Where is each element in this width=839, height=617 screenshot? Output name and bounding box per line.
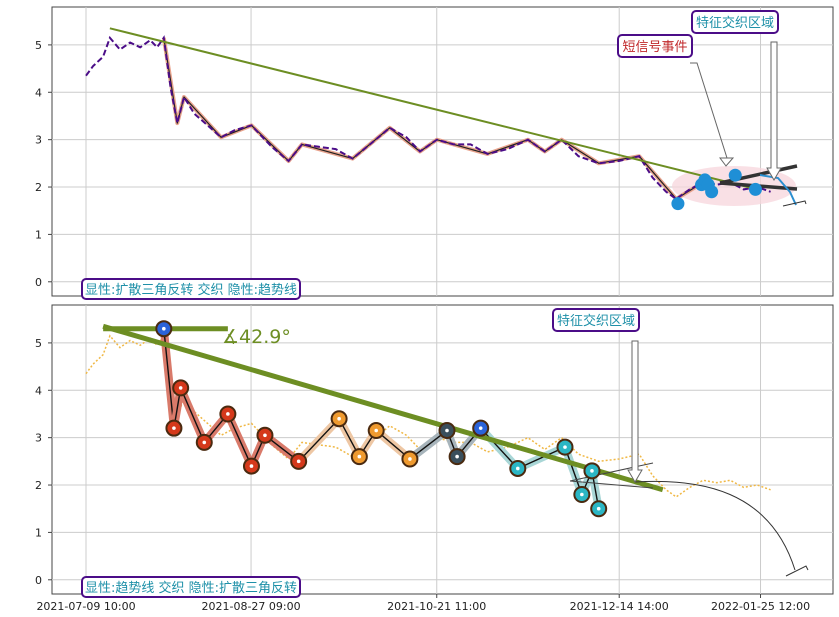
pattern-node-dot-8 <box>337 416 341 421</box>
pattern-node-dot-13 <box>455 454 459 459</box>
bottom-grid <box>52 305 833 594</box>
bottom-legend-box: 显性:趋势线 交织 隐性:扩散三角反转 <box>81 576 301 598</box>
pattern-node-dot-1 <box>172 426 176 430</box>
angle-label: ∡42.9° <box>222 326 291 348</box>
short-signal-arrow <box>690 62 735 167</box>
y-tick-label-2: 2 <box>35 181 42 194</box>
top-trend-line <box>109 27 758 191</box>
top-legend-box: 显性:扩散三角反转 交织 隐性:趋势线 <box>81 278 301 300</box>
feature-region-label-top: 特征交织区域 <box>691 10 779 34</box>
event-point-4 <box>705 185 719 199</box>
feature-region-label-bottom: 特征交织区域 <box>552 308 640 332</box>
event-point-6 <box>748 182 762 196</box>
svg-text:显性:趋势线 交织 隐性:扩散三角反转: 显性:趋势线 交织 隐性:扩散三角反转 <box>85 580 297 596</box>
bottom-plot-frame <box>51 304 834 595</box>
pattern-node-dot-18 <box>590 469 594 473</box>
pattern-node-dot-6 <box>263 433 267 438</box>
y-tick-label-1: 1 <box>35 228 42 241</box>
pattern-node-dot-4 <box>226 412 230 416</box>
y-tick-label-1: 1 <box>35 526 42 539</box>
x-tick-label-2: 2021-10-21 11:00 <box>387 600 486 613</box>
svg-text:特征交织区域: 特征交织区域 <box>696 15 774 31</box>
pattern-node-dot-15 <box>515 466 520 471</box>
x-tick-label-0: 2021-07-09 10:00 <box>36 600 135 613</box>
bottom-trend-line <box>102 323 664 493</box>
pattern-node-dot-2 <box>178 386 183 390</box>
top-y-axis: 0 1 2 3 4 5 <box>35 39 52 289</box>
pattern-node-dot-16 <box>563 445 567 449</box>
feature-region-arrow-bottom <box>627 340 643 483</box>
y-tick-label-5: 5 <box>35 337 42 350</box>
x-tick-label-1: 2021-08-27 09:00 <box>201 600 300 613</box>
top-price-series <box>85 35 771 201</box>
y-tick-label-5: 5 <box>35 39 42 52</box>
pattern-node-dot-19 <box>596 506 601 511</box>
svg-text:特征交织区域: 特征交织区域 <box>557 313 635 329</box>
pattern-node-dot-11 <box>408 457 412 461</box>
pattern-node-dot-9 <box>357 454 362 459</box>
segment-line-14 <box>480 427 519 469</box>
bottom-wedge-lower <box>569 480 654 489</box>
y-tick-label-4: 4 <box>35 86 42 99</box>
top-plot-frame <box>51 6 834 297</box>
bottom-wedge-upper <box>569 462 654 482</box>
pattern-node-dot-12 <box>445 428 449 433</box>
short-signal-label: 短信号事件 <box>617 34 693 58</box>
bottom-y-axis: 0 1 2 3 4 5 <box>35 337 52 587</box>
bottom-projection-curve <box>634 480 796 571</box>
y-tick-label-4: 4 <box>35 384 42 397</box>
y-tick-label-2: 2 <box>35 479 42 492</box>
svg-text:显性:扩散三角反转 交织 隐性:趋势线: 显性:扩散三角反转 交织 隐性:趋势线 <box>85 282 297 298</box>
pattern-node-dot-7 <box>296 459 301 464</box>
y-tick-label-0: 0 <box>35 276 42 289</box>
x-tick-label-3: 2021-12-14 14:00 <box>570 600 669 613</box>
x-tick-label-4: 2022-01-25 12:00 <box>711 600 810 613</box>
y-tick-label-3: 3 <box>35 134 42 147</box>
pattern-node-dot-10 <box>374 428 379 433</box>
top-tail-marker <box>782 200 807 207</box>
pattern-node-dot-17 <box>580 492 584 497</box>
feature-region-arrow-top <box>766 41 782 181</box>
segment-line-2 <box>180 387 205 443</box>
pattern-node-dot-5 <box>249 464 254 468</box>
bottom-pattern-nodes <box>155 320 608 518</box>
top-tail-line <box>759 174 797 206</box>
pattern-node-dot-14 <box>478 426 483 430</box>
top-event-points <box>671 168 762 211</box>
segment-line-4 <box>227 413 253 467</box>
event-point-5 <box>728 168 742 182</box>
pattern-node-dot-3 <box>202 440 207 445</box>
y-tick-label-3: 3 <box>35 432 42 445</box>
event-point-0 <box>671 197 685 211</box>
bottom-projection-marker <box>785 565 809 577</box>
svg-text:短信号事件: 短信号事件 <box>622 40 687 55</box>
y-tick-label-0: 0 <box>35 574 42 587</box>
segment-line-15 <box>517 446 566 470</box>
segment-line-7 <box>298 418 340 462</box>
pattern-node-dot-0 <box>162 326 166 331</box>
bottom-x-axis: 2021-07-09 10:00 2021-08-27 09:00 2021-10-… <box>36 594 810 613</box>
top-panel: 0 1 2 3 4 5 特征交织区域 短信号事件 显性:扩散三角反转 交织 隐性:趋势线 <box>35 6 834 300</box>
